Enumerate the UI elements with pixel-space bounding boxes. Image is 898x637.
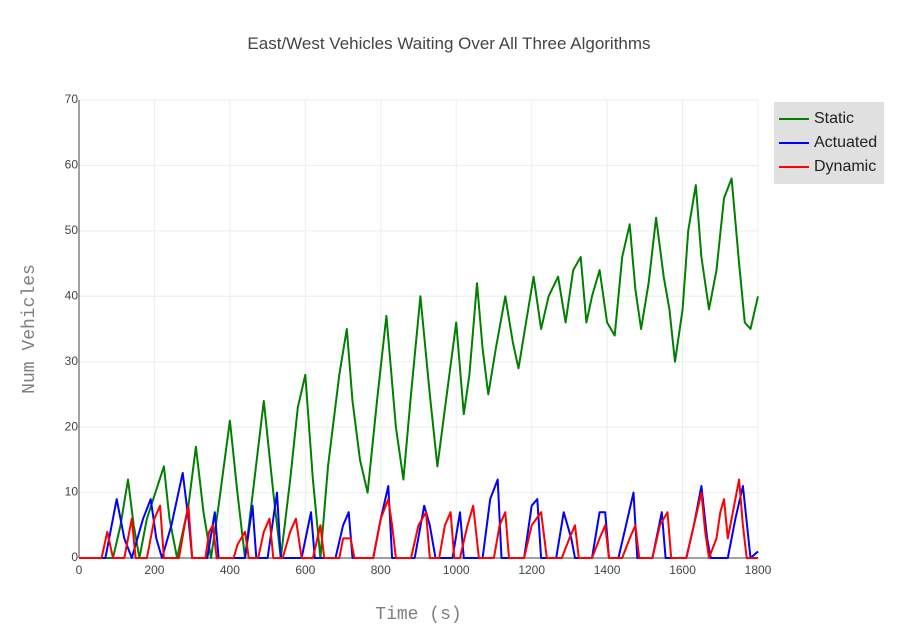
x-tick-label: 0 [76,563,83,577]
x-axis-label: Time (s) [375,605,462,625]
x-tick-label: 400 [220,563,240,577]
y-axis-label: Num Vehicles [20,264,40,394]
axes [78,100,758,559]
y-tick-label: 30 [65,354,79,368]
y-tick-label: 0 [71,550,78,564]
legend-label-static: Static [814,110,855,127]
legend-item-static[interactable]: Static [774,107,884,131]
series-line-dynamic [79,478,758,559]
legend-item-actuated[interactable]: Actuated [774,131,884,155]
x-tick-label: 600 [295,563,315,577]
series-line-static [79,177,759,559]
series-lines [79,177,759,559]
x-tick-label: 200 [144,563,164,577]
x-tick-label: 800 [371,563,391,577]
chart-title: East/West Vehicles Waiting Over All Thre… [247,34,651,53]
legend-swatch-dynamic [779,166,809,168]
x-tick-label: 1400 [594,563,621,577]
legend-item-dynamic[interactable]: Dynamic [774,155,884,179]
y-tick-label: 60 [65,158,79,172]
x-tick-label: 1600 [669,563,696,577]
x-tick-label: 1000 [443,563,470,577]
legend-label-actuated: Actuated [814,134,878,151]
y-tick-label: 70 [65,92,79,106]
tick-labels: 0 200 400 600 800 1000 1200 1400 1600 1800 0 10 20 30… [65,92,772,577]
legend-swatch-static [779,118,809,120]
y-tick-label: 20 [65,419,79,433]
legend-label-dynamic: Dynamic [814,158,877,175]
legend: Static Actuated Dynamic [774,102,884,184]
x-tick-label: 1200 [518,563,545,577]
legend-swatch-actuated [779,142,809,144]
y-tick-label: 40 [65,288,79,302]
y-tick-label: 50 [65,223,79,237]
x-tick-label: 1800 [745,563,772,577]
grid-lines [79,99,759,558]
y-tick-label: 10 [65,485,79,499]
